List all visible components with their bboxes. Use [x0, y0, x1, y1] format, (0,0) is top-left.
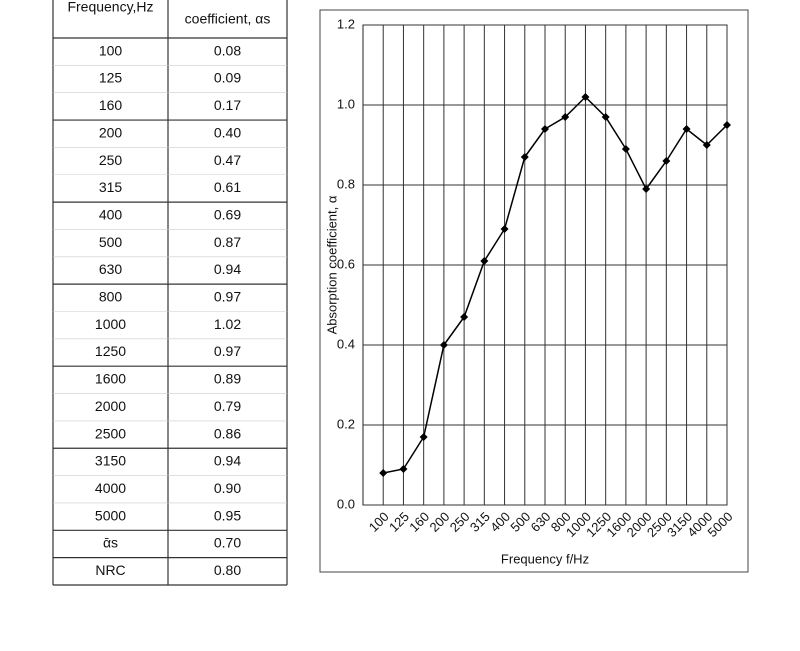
- table-cell: 0.94: [214, 453, 241, 469]
- table-cell: 4000: [95, 480, 126, 496]
- table-cell: 0.90: [214, 480, 241, 496]
- table-cell: 800: [99, 289, 123, 305]
- data-point: [621, 145, 630, 153]
- y-tick-label: 0.6: [337, 256, 355, 271]
- table-cell: 250: [99, 152, 123, 168]
- table-cell: 1.02: [214, 316, 241, 332]
- table-cell: 0.97: [214, 289, 241, 305]
- data-point: [702, 141, 711, 149]
- table-cell: 315: [99, 179, 123, 195]
- table-cell: 3150: [95, 453, 126, 469]
- table-cell: 1000: [95, 316, 126, 332]
- data-point: [723, 121, 731, 129]
- table-cell: 0.70: [214, 535, 241, 551]
- table-cell: 0.97: [214, 343, 241, 359]
- table-cell: ᾱs: [103, 535, 118, 551]
- data-point: [520, 153, 529, 161]
- table-cell: 0.89: [214, 371, 241, 387]
- table-cell: 1600: [95, 371, 126, 387]
- table-cell: 0.80: [214, 562, 241, 578]
- table-cell: 0.47: [214, 152, 241, 168]
- table-cell: 0.09: [214, 70, 241, 86]
- table-cell: 0.95: [214, 507, 241, 523]
- chart-frame: [319, 9, 749, 573]
- table-cell: 630: [99, 261, 123, 277]
- table-cell: 0.17: [214, 97, 241, 113]
- y-tick-label: 0.4: [337, 336, 355, 351]
- table-cell: 0.08: [214, 42, 241, 58]
- table-cell: 0.79: [214, 398, 241, 414]
- data-point: [581, 93, 590, 101]
- table-cell: 200: [99, 124, 123, 140]
- table-cell: 5000: [95, 507, 126, 523]
- data-point: [601, 113, 610, 121]
- table-cell: 125: [99, 70, 123, 86]
- data-point: [460, 313, 469, 321]
- table-cell: NRC: [95, 562, 125, 578]
- y-tick-label: 1.0: [337, 96, 355, 111]
- table-cell: 2500: [95, 425, 126, 441]
- data-line: [383, 95, 728, 474]
- table-cell: 0.61: [214, 179, 241, 195]
- data-point: [642, 185, 651, 193]
- data-point: [662, 157, 671, 165]
- data-point: [561, 113, 570, 121]
- table-header: Frequency,Hz: [67, 0, 153, 15]
- data-point: [419, 433, 428, 441]
- data-point: [480, 257, 489, 265]
- table-header: coefficient, αs: [185, 11, 271, 27]
- y-tick-label: 1.2: [337, 16, 355, 31]
- data-point: [682, 125, 691, 133]
- table-cell: 0.94: [214, 261, 241, 277]
- table-cell: 0.86: [214, 425, 241, 441]
- table-cell: 160: [99, 97, 123, 113]
- x-axis-label: Frequency f/Hz: [501, 551, 589, 566]
- data-point: [541, 125, 549, 133]
- data-point: [500, 225, 509, 233]
- table-cell: 2000: [95, 398, 126, 414]
- table-cell: 0.87: [214, 234, 241, 250]
- data-point: [399, 465, 408, 473]
- y-axis-label: Absorption coefficient, α: [324, 195, 339, 334]
- y-tick-label: 0.8: [337, 176, 355, 191]
- table-cell: 500: [99, 234, 123, 250]
- table-cell: 400: [99, 206, 123, 222]
- table-cell: 0.69: [214, 206, 241, 222]
- data-point: [439, 341, 448, 349]
- data-point: [379, 469, 388, 477]
- y-tick-label: 0.2: [337, 416, 355, 431]
- table-cell: 0.40: [214, 124, 241, 140]
- table-cell: 1250: [95, 343, 126, 359]
- table-cell: 100: [99, 42, 123, 58]
- y-tick-label: 0.0: [337, 496, 355, 511]
